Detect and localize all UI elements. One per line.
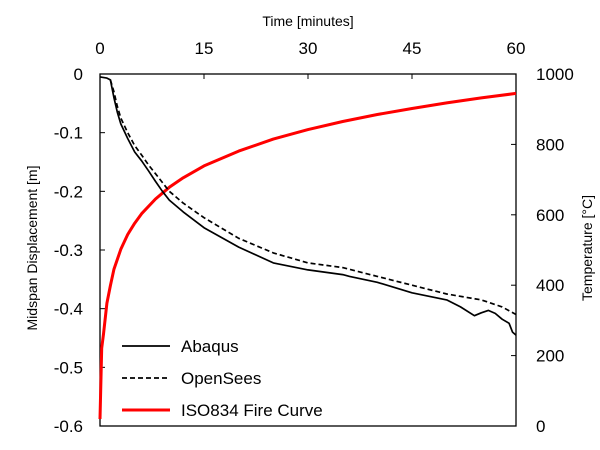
axes-layer [99, 73, 517, 427]
y2-tick-label: 800 [536, 135, 564, 154]
ticks-layer: 0 15 30 45 600-0.1-0.2-0.3-0.4-0.5-0.6100080… [54, 39, 574, 436]
y-tick-label: 0 [74, 65, 83, 84]
series-line-iso834-fire-curve [98, 91, 517, 420]
x-tick-label: 30 [299, 39, 318, 58]
y2-tick-label: 200 [536, 347, 564, 366]
y-tick-label: -0.1 [54, 124, 83, 143]
x-tick-label: 15 [195, 39, 214, 58]
y2-tick-label: 0 [536, 417, 545, 436]
legend-label-iso834: ISO834 Fire Curve [181, 401, 323, 420]
y-tick-label: -0.4 [54, 300, 83, 319]
y2-axis-title: Temperature [°C] [579, 195, 595, 301]
x-tick-label: 45 [403, 39, 422, 58]
series-layer [98, 76, 517, 420]
y-tick-label: -0.5 [54, 358, 83, 377]
x-tick-label: 0 [95, 39, 104, 58]
y-tick-label: -0.3 [54, 241, 83, 260]
series-line-opensees [109, 79, 517, 316]
y-axis-title: Midspan Displacement [m] [24, 166, 40, 331]
y2-tick-label: 1000 [536, 65, 574, 84]
x-axis-title: Time [minutes] [262, 13, 353, 29]
series-line-abaqus [99, 76, 517, 336]
y2-tick-label: 600 [536, 206, 564, 225]
y-tick-label: -0.6 [54, 417, 83, 436]
y2-tick-label: 400 [536, 276, 564, 295]
plot-area-frame [99, 73, 517, 427]
y-tick-label: -0.2 [54, 182, 83, 201]
legend-label-opensees: OpenSees [181, 369, 261, 388]
legend: Abaqus OpenSees ISO834 Fire Curve [122, 337, 323, 420]
x-tick-label: 60 [507, 39, 526, 58]
legend-label-abaqus: Abaqus [181, 337, 239, 356]
